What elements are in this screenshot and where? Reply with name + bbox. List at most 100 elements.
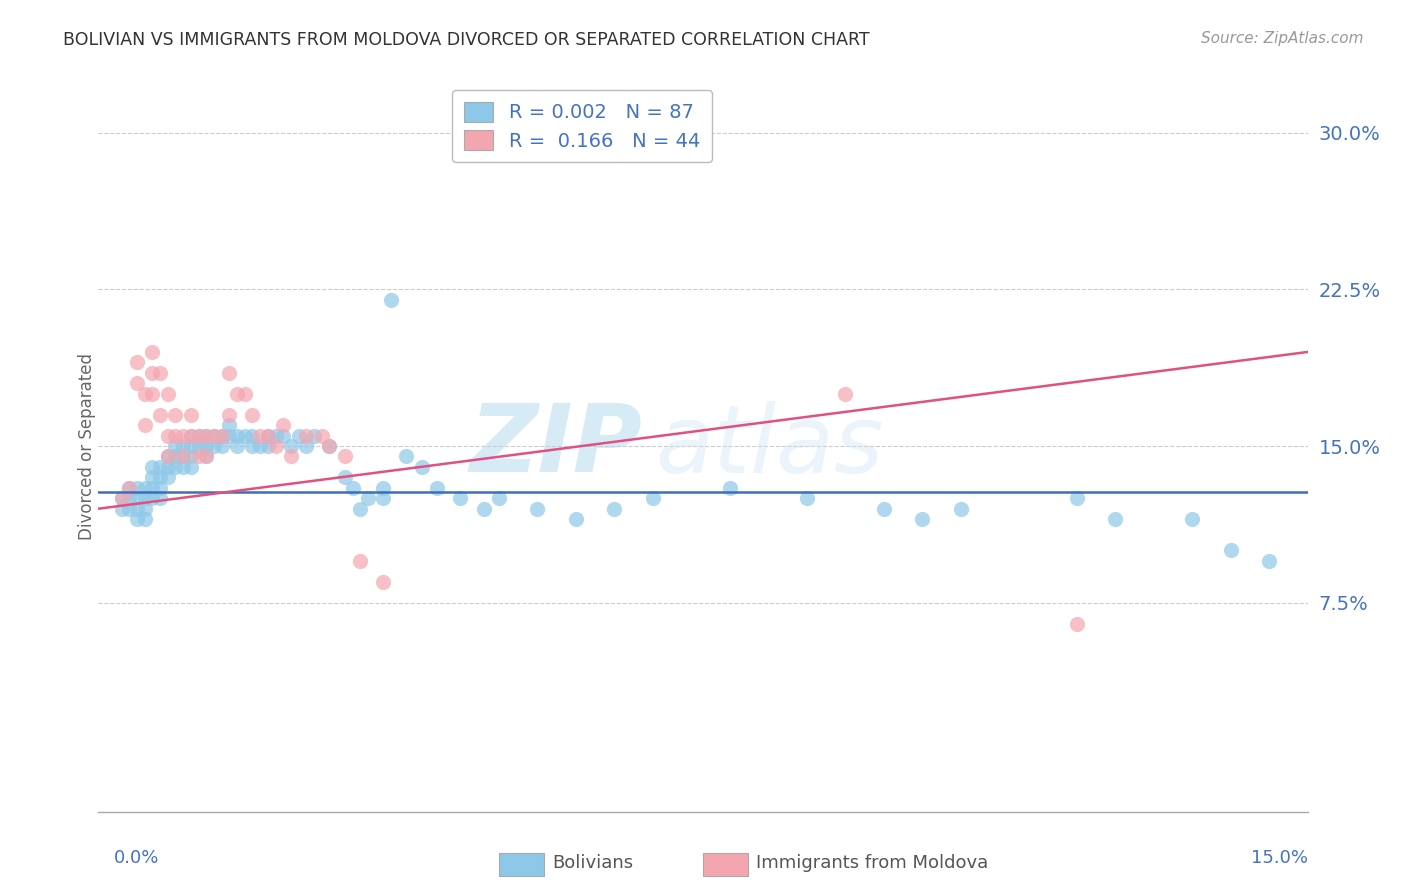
Point — [1219, 543, 1241, 558]
Point — [202, 428, 225, 442]
Point — [257, 428, 280, 442]
Point — [165, 459, 187, 474]
Point — [1181, 512, 1204, 526]
Point — [110, 501, 132, 516]
Point — [318, 439, 340, 453]
Point — [141, 386, 163, 401]
Point — [141, 470, 163, 484]
Point — [125, 501, 148, 516]
Point — [211, 428, 233, 442]
Point — [110, 491, 132, 506]
Point — [218, 408, 240, 422]
Text: Immigrants from Moldova: Immigrants from Moldova — [756, 855, 988, 872]
Point — [271, 428, 294, 442]
Point — [195, 450, 218, 464]
Point — [134, 418, 156, 433]
Point — [565, 512, 588, 526]
Point — [202, 428, 225, 442]
Point — [172, 450, 194, 464]
Point — [156, 450, 179, 464]
Point — [373, 491, 395, 506]
Point — [149, 470, 172, 484]
Point — [172, 439, 194, 453]
Point — [295, 439, 318, 453]
Point — [226, 439, 249, 453]
Point — [426, 481, 449, 495]
Point — [172, 428, 194, 442]
Point — [449, 491, 471, 506]
Point — [195, 428, 218, 442]
Point — [249, 439, 271, 453]
Point — [242, 428, 264, 442]
Point — [488, 491, 510, 506]
Point — [141, 366, 163, 380]
Point — [141, 481, 163, 495]
Point — [187, 450, 209, 464]
Point — [156, 428, 179, 442]
Point — [271, 418, 294, 433]
Point — [134, 491, 156, 506]
Point — [149, 408, 172, 422]
Point — [264, 439, 287, 453]
Point — [141, 345, 163, 359]
Point — [156, 450, 179, 464]
Point — [218, 428, 240, 442]
Point — [134, 386, 156, 401]
Point — [118, 481, 141, 495]
Point — [180, 408, 202, 422]
Point — [233, 386, 256, 401]
Point — [257, 439, 280, 453]
Point — [1104, 512, 1126, 526]
Point — [110, 491, 132, 506]
Point — [233, 428, 256, 442]
Text: 0.0%: 0.0% — [114, 849, 159, 867]
Text: Source: ZipAtlas.com: Source: ZipAtlas.com — [1201, 31, 1364, 46]
Point — [149, 459, 172, 474]
Point — [165, 428, 187, 442]
Point — [118, 501, 141, 516]
Point — [211, 428, 233, 442]
Text: 15.0%: 15.0% — [1250, 849, 1308, 867]
Point — [257, 428, 280, 442]
Point — [156, 470, 179, 484]
Point — [242, 408, 264, 422]
Point — [349, 554, 371, 568]
Point — [264, 428, 287, 442]
Point — [911, 512, 934, 526]
Point — [1066, 491, 1088, 506]
Point — [834, 386, 856, 401]
Point — [342, 481, 364, 495]
Point — [302, 428, 325, 442]
Point — [156, 386, 179, 401]
Point — [311, 428, 333, 442]
Point — [125, 512, 148, 526]
Point — [141, 491, 163, 506]
Text: ZIP: ZIP — [470, 400, 643, 492]
Point — [603, 501, 626, 516]
Point — [149, 366, 172, 380]
Point — [526, 501, 548, 516]
Point — [187, 439, 209, 453]
Point — [180, 459, 202, 474]
Point — [125, 481, 148, 495]
Y-axis label: Divorced or Separated: Divorced or Separated — [79, 352, 96, 540]
Point — [226, 428, 249, 442]
Point — [641, 491, 664, 506]
Point — [357, 491, 380, 506]
Point — [149, 491, 172, 506]
Point — [950, 501, 973, 516]
Text: Bolivians: Bolivians — [553, 855, 634, 872]
Point — [380, 293, 402, 307]
Point — [187, 428, 209, 442]
Point — [242, 439, 264, 453]
Point — [165, 408, 187, 422]
Point — [118, 481, 141, 495]
Point — [165, 439, 187, 453]
Point — [195, 439, 218, 453]
Point — [295, 428, 318, 442]
Text: atlas: atlas — [655, 401, 883, 491]
Point — [373, 574, 395, 589]
Point — [218, 366, 240, 380]
Point — [873, 501, 896, 516]
Point — [411, 459, 433, 474]
